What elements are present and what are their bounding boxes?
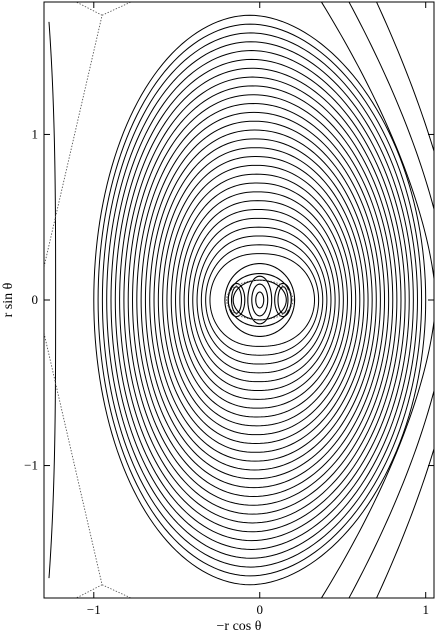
closed-contour bbox=[183, 200, 340, 400]
center-contour bbox=[251, 283, 269, 317]
y-tick-label: 0 bbox=[32, 292, 39, 307]
closed-contour bbox=[132, 94, 390, 506]
closed-contour bbox=[149, 129, 373, 471]
center-contour bbox=[255, 291, 265, 309]
closed-contour bbox=[196, 226, 328, 374]
nested-contour bbox=[224, 263, 296, 337]
side-island-contour bbox=[227, 282, 246, 318]
closed-contour bbox=[209, 253, 316, 347]
separatrix-leg-upper-right bbox=[101, 2, 133, 16]
closed-contour bbox=[166, 164, 357, 436]
y-axis-label: r sin θ bbox=[1, 282, 16, 317]
nested-contour bbox=[232, 279, 287, 321]
closed-contour bbox=[170, 173, 353, 427]
x-tick-label: −1 bbox=[87, 602, 101, 617]
closed-contour bbox=[192, 217, 332, 383]
contour-lines bbox=[48, 2, 434, 598]
center-contour bbox=[247, 275, 273, 325]
open-contour-right bbox=[348, 2, 434, 598]
closed-contour bbox=[153, 138, 369, 462]
closed-contour bbox=[127, 85, 394, 515]
closed-contour bbox=[157, 147, 365, 453]
axis-ticks: −1 0 1 −1 0 1 bbox=[24, 2, 434, 617]
closed-contour bbox=[123, 76, 398, 524]
separatrix-lower-left bbox=[44, 333, 103, 585]
closed-contour bbox=[140, 111, 381, 489]
closed-contour bbox=[162, 156, 361, 444]
separatrix-lines bbox=[44, 2, 294, 598]
separatrix-leg-lower-right bbox=[101, 584, 133, 598]
closed-contour bbox=[136, 103, 386, 497]
x-axis-label: −r cos θ bbox=[217, 619, 262, 634]
open-contour-right bbox=[320, 2, 434, 598]
inner-separatrix bbox=[226, 279, 294, 321]
closed-contour bbox=[205, 244, 320, 356]
x-tick-label: 1 bbox=[422, 602, 429, 617]
nested-contour bbox=[227, 272, 292, 328]
closed-contour bbox=[106, 41, 414, 559]
closed-contour bbox=[101, 32, 418, 568]
separatrix-upper-left bbox=[44, 15, 103, 267]
y-tick-label: −1 bbox=[24, 458, 38, 473]
side-island-contour bbox=[277, 286, 289, 314]
open-contour-right bbox=[375, 2, 434, 598]
closed-contour bbox=[110, 50, 410, 550]
side-island-contour bbox=[274, 282, 292, 318]
closed-contour bbox=[119, 67, 402, 533]
closed-contour bbox=[187, 208, 336, 392]
closed-contour bbox=[114, 58, 406, 542]
side-island-contour bbox=[230, 286, 243, 314]
closed-contour bbox=[93, 14, 427, 586]
closed-contour bbox=[200, 235, 324, 365]
closed-contour bbox=[97, 23, 423, 577]
closed-contour bbox=[179, 191, 344, 409]
x-tick-label: 0 bbox=[256, 602, 263, 617]
open-contour-left bbox=[48, 21, 57, 579]
closed-contour bbox=[144, 120, 377, 480]
y-tick-label: 1 bbox=[32, 126, 39, 141]
closed-contour bbox=[175, 182, 348, 418]
